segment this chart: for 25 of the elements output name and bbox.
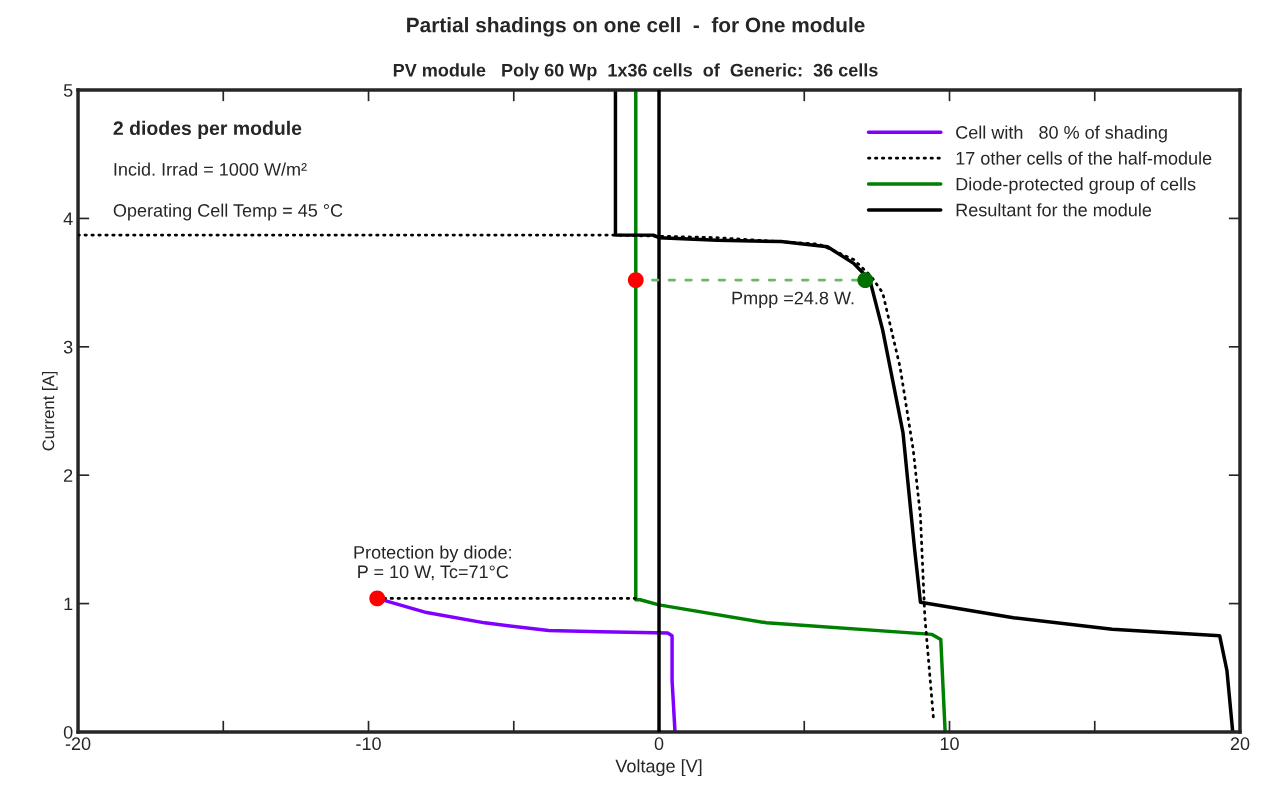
legend-label: Cell with 80 % of shading (956, 125, 1167, 143)
x-axis-title: Voltage [V] (615, 759, 702, 777)
annotation: Incid. Irrad = 1000 W/m² (114, 162, 307, 176)
annotation: Operating Cell Temp = 45 °C (113, 203, 343, 221)
line-series (634, 90, 947, 732)
y-tick-label: 2 (64, 469, 73, 482)
chart-subtitle: PV module Poly 60 Wp 1x36 cells of Generic: 36 cells (393, 63, 878, 81)
x-tick-label: -10 (356, 737, 381, 751)
x-tick-label: 0 (654, 737, 664, 751)
legend-label: Diode-protected group of cells (956, 177, 1196, 195)
chart-title: Partial shadings on one cell - for One module (407, 17, 865, 37)
annotation: 2 diodes per module (113, 120, 302, 139)
legend-label: Resultant for the module (956, 203, 1152, 217)
legend-label: 17 other cells of the half-module (956, 151, 1212, 165)
annotation: Protection by diode: P = 10 W, Tc=71°C (354, 545, 511, 581)
annotation: Pmpp =24.8 W. (732, 291, 854, 308)
y-tick-label: 3 (63, 340, 73, 354)
x-tick-label: 10 (940, 737, 959, 751)
y-axis-title: Current [A] (42, 371, 58, 451)
y-tick-label: 0 (63, 725, 73, 739)
y-tick-label: 1 (64, 597, 73, 611)
x-tick-label: -20 (65, 737, 91, 751)
y-tick-label: 5 (63, 84, 73, 97)
y-tick-label: 4 (63, 212, 73, 225)
x-tick-label: 20 (1230, 737, 1250, 751)
